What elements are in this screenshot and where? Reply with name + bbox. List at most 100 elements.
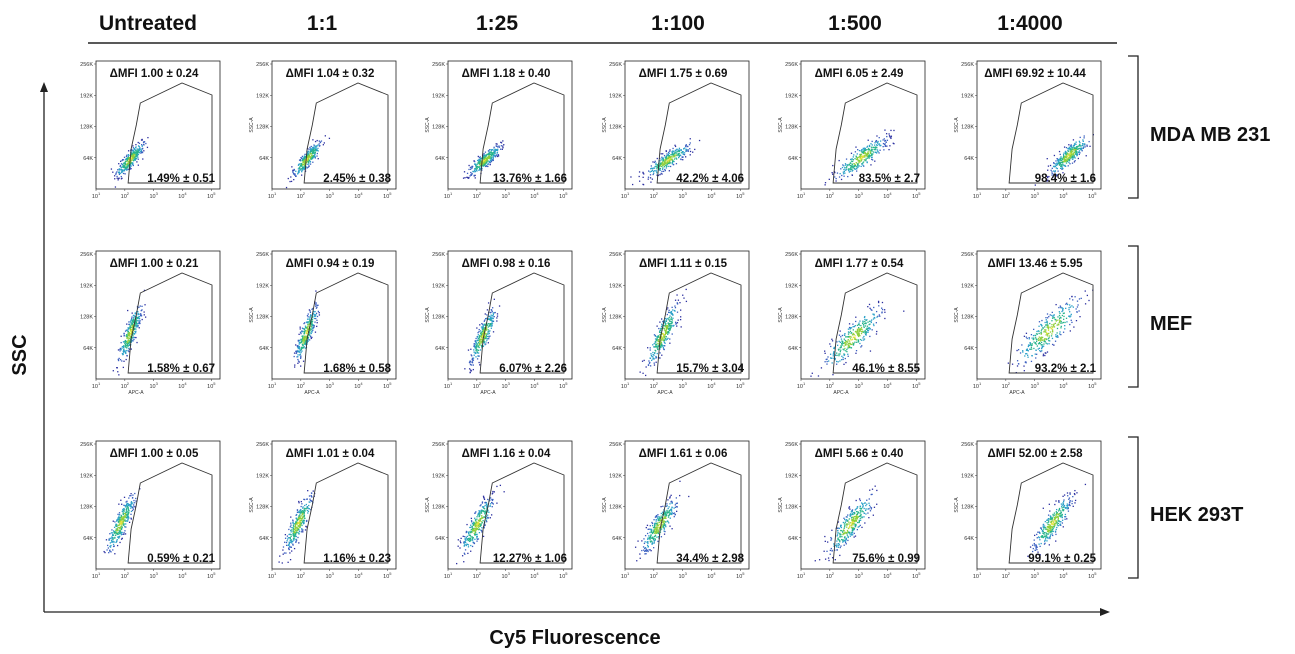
x-tick-label: 103	[854, 381, 863, 390]
scatter-point	[1071, 305, 1073, 307]
scatter-point	[892, 142, 894, 144]
scatter-point	[120, 178, 123, 180]
scatter-point	[1070, 146, 1072, 148]
panel-mef-1-100: 256K192K128K64KSSC-A101102103104105APC-A…	[602, 250, 750, 396]
scatter-point	[661, 318, 663, 320]
scatter-point	[1060, 161, 1063, 164]
scatter-point	[651, 355, 653, 358]
scatter-point	[1050, 169, 1052, 171]
scatter-point	[666, 163, 668, 165]
panel-ylabel: SSC-A	[249, 117, 255, 133]
scatter-point	[674, 151, 676, 153]
scatter-point	[311, 316, 314, 318]
scatter-point	[130, 162, 133, 164]
scatter-point	[116, 533, 118, 535]
panel-ylabel: SSC-A	[954, 307, 960, 323]
scatter-point	[1064, 158, 1067, 161]
scatter-point	[290, 176, 292, 178]
scatter-point	[1070, 151, 1073, 154]
scatter-point	[292, 519, 294, 521]
gated-percent-label: 98.4% ± 1.6	[1035, 173, 1096, 185]
scatter-point	[1066, 158, 1068, 160]
scatter-point	[475, 168, 477, 170]
scatter-point	[674, 155, 676, 157]
scatter-point	[489, 151, 492, 153]
scatter-point	[850, 332, 853, 334]
panel-mef-1-500: 256K192K128K64KSSC-A101102103104105APC-A…	[778, 250, 926, 396]
scatter-point	[861, 331, 863, 333]
scatter-point	[652, 167, 655, 169]
scatter-point	[124, 169, 126, 171]
dmfi-label: ΔMFI 1.00 ± 0.24	[110, 68, 199, 80]
scatter-point	[1081, 144, 1084, 147]
scatter-point	[1063, 312, 1065, 314]
scatter-point	[1062, 308, 1064, 311]
scatter-point	[1067, 159, 1070, 161]
scatter-point	[682, 156, 684, 158]
y-tick-label: 256K	[785, 62, 798, 68]
scatter-point	[115, 173, 117, 175]
scatter-point	[487, 331, 489, 333]
scatter-point	[128, 157, 130, 159]
scatter-point	[298, 531, 301, 533]
scatter-point	[1051, 171, 1053, 173]
y-tick-label: 256K	[961, 252, 974, 258]
scatter-point	[1060, 320, 1062, 323]
scatter-point	[293, 178, 295, 181]
scatter-point	[133, 499, 135, 502]
scatter-point	[293, 547, 296, 550]
scatter-point	[303, 156, 306, 158]
scatter-point	[1060, 317, 1062, 319]
scatter-point	[675, 157, 677, 159]
scatter-point	[291, 529, 293, 531]
scatter-point	[482, 535, 485, 538]
scatter-point	[675, 163, 678, 165]
scatter-point	[863, 325, 865, 327]
scatter-point	[299, 523, 301, 525]
scatter-point	[306, 322, 309, 324]
scatter-point	[119, 517, 121, 519]
scatter-point	[837, 361, 839, 363]
scatter-point	[313, 155, 316, 157]
scatter-point	[118, 503, 120, 505]
scatter-point	[307, 328, 309, 331]
scatter-point	[114, 178, 116, 180]
scatter-point	[467, 531, 469, 533]
scatter-point	[307, 155, 309, 157]
scatter-point	[121, 537, 123, 540]
gate-polygon	[127, 82, 213, 184]
scatter-point	[108, 538, 110, 540]
scatter-point	[666, 327, 669, 330]
scatter-point	[484, 158, 487, 161]
scatter-point	[679, 318, 682, 321]
scatter-point	[483, 162, 486, 164]
scatter-point	[655, 357, 657, 359]
scatter-point	[1073, 151, 1075, 154]
scatter-point	[658, 357, 660, 359]
scatter-point	[304, 529, 307, 531]
scatter-point	[305, 342, 307, 344]
y-tick-label: 64K	[612, 156, 622, 162]
scatter-point	[856, 158, 858, 161]
scatter-point	[846, 348, 848, 351]
scatter-point	[663, 336, 666, 338]
scatter-point	[124, 526, 126, 528]
scatter-point	[667, 333, 669, 335]
scatter-point	[1056, 327, 1059, 330]
scatter-point	[851, 158, 853, 160]
scatter-point	[841, 355, 843, 357]
scatter-point	[847, 353, 849, 355]
scatter-point	[304, 517, 306, 520]
scatter-point	[486, 314, 488, 316]
scatter-point	[1076, 311, 1078, 313]
scatter-point	[877, 301, 880, 304]
scatter-point	[289, 538, 291, 540]
scatter-point	[122, 159, 124, 161]
x-tick-label: 104	[354, 571, 363, 580]
scatter-point	[666, 165, 668, 167]
scatter-point	[665, 328, 668, 331]
scatter-point	[302, 523, 305, 525]
scatter-point	[486, 161, 488, 163]
scatter-point	[123, 348, 125, 350]
scatter-point	[132, 160, 135, 162]
